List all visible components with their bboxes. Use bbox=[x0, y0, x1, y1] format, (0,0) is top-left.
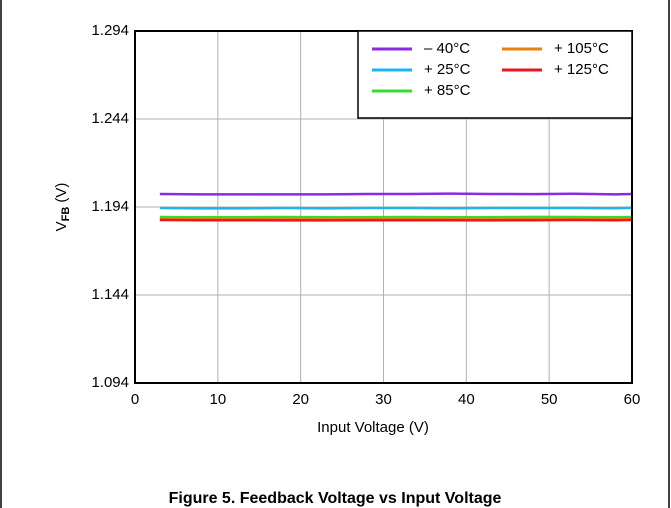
caption: Figure 5. Feedback Voltage vs Input Volt… bbox=[169, 490, 502, 507]
y-tick-label: 1.244 bbox=[91, 110, 129, 127]
y-tick-label: 1.294 bbox=[91, 22, 129, 39]
legend-label: – 40°C bbox=[424, 40, 470, 57]
x-axis-label: Input Voltage (V) bbox=[317, 419, 429, 436]
x-tick-label: 20 bbox=[292, 391, 309, 408]
y-label-unit: (V) bbox=[53, 183, 70, 207]
series-line bbox=[159, 192, 633, 196]
x-tick-label: 30 bbox=[375, 391, 392, 408]
legend-box bbox=[357, 30, 633, 119]
legend-label: + 105°C bbox=[554, 40, 609, 57]
legend-label: + 85°C bbox=[424, 82, 471, 99]
series-line bbox=[159, 206, 633, 210]
y-tick-label: 1.094 bbox=[91, 374, 129, 391]
legend-label: + 125°C bbox=[554, 61, 609, 78]
x-tick-label: 10 bbox=[209, 391, 226, 408]
x-tick-label: 0 bbox=[131, 391, 139, 408]
y-tick-label: 1.144 bbox=[91, 286, 129, 303]
y-axis-label: VFB (V) bbox=[53, 183, 72, 232]
y-label-main: V bbox=[53, 221, 70, 231]
x-tick-label: 50 bbox=[541, 391, 558, 408]
y-tick-label: 1.194 bbox=[91, 198, 129, 215]
x-tick-label: 40 bbox=[458, 391, 475, 408]
y-label-sub: FB bbox=[60, 207, 72, 222]
legend-label: + 25°C bbox=[424, 61, 471, 78]
x-tick-label: 60 bbox=[624, 391, 641, 408]
